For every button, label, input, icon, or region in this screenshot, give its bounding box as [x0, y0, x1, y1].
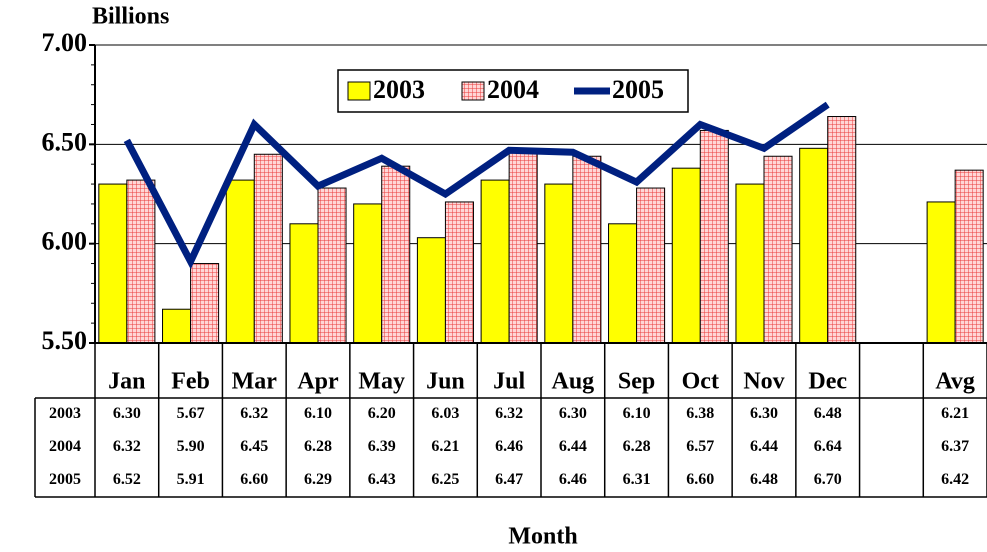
table-cell: 6.37	[941, 438, 969, 455]
table-cell: 6.03	[431, 405, 459, 422]
table-cell: 6.64	[814, 438, 842, 455]
x-tick-label: Jun	[426, 369, 465, 395]
bar	[253, 153, 283, 344]
table-cell: 6.30	[113, 405, 141, 422]
bar	[317, 187, 347, 344]
table-cell: 6.20	[368, 405, 396, 422]
bar	[544, 183, 574, 344]
x-tick-label: Apr	[297, 369, 339, 395]
table-cell: 6.48	[750, 471, 778, 488]
table-cell: 6.38	[686, 405, 714, 422]
table-cell: 6.60	[240, 471, 268, 488]
table-cell: 6.30	[750, 405, 778, 422]
x-tick-label: Aug	[552, 369, 595, 395]
bar	[763, 155, 793, 344]
x-tick-label: Mar	[232, 369, 278, 395]
table-cell: 6.52	[113, 471, 141, 488]
y-tick-label: 5.50	[42, 326, 88, 355]
table-cell: 6.44	[559, 438, 587, 455]
table-cell: 6.21	[941, 405, 969, 422]
bar	[954, 169, 984, 344]
x-tick-label: Avg	[935, 369, 975, 395]
bar	[98, 183, 128, 344]
bar	[671, 167, 701, 344]
bar	[926, 201, 956, 344]
table-cell: 6.32	[495, 405, 523, 422]
bar	[699, 129, 729, 344]
table-cell: 6.57	[686, 438, 714, 455]
bar	[416, 237, 446, 344]
table-cell: 6.29	[304, 471, 332, 488]
table-cell: 6.31	[623, 471, 651, 488]
table-cell: 6.10	[623, 405, 651, 422]
table-cell: 6.47	[495, 471, 523, 488]
y-tick-label: 6.00	[42, 227, 88, 256]
x-tick-label: Jan	[108, 369, 145, 395]
bar	[444, 201, 474, 344]
table-cell: 6.39	[368, 438, 396, 455]
x-tick-label: Sep	[618, 369, 655, 395]
legend-label: 2005	[612, 75, 664, 104]
legend-label: 2004	[487, 75, 539, 104]
row-header: 2004	[49, 438, 81, 455]
y-tick-label: 6.50	[42, 127, 88, 156]
table-cell: 6.32	[240, 405, 268, 422]
bar	[608, 223, 638, 344]
x-axis-label: Month	[508, 524, 577, 550]
x-tick-label: Feb	[171, 369, 210, 395]
bar	[190, 263, 220, 344]
bar	[289, 223, 319, 344]
table-cell: 5.91	[177, 471, 205, 488]
table-cell: 6.30	[559, 405, 587, 422]
table-cell: 6.28	[623, 438, 651, 455]
x-tick-label: May	[358, 369, 405, 395]
bar	[381, 165, 411, 344]
bar	[480, 179, 510, 344]
table-cell: 5.67	[177, 405, 205, 422]
bar	[735, 183, 765, 344]
table-cell: 5.90	[177, 438, 205, 455]
table-cell: 6.25	[431, 471, 459, 488]
row-header: 2003	[49, 405, 81, 422]
x-tick-label: Jul	[493, 369, 525, 395]
table-cell: 6.42	[941, 471, 969, 488]
table-cell: 6.60	[686, 471, 714, 488]
table-cell: 6.45	[240, 438, 268, 455]
bar	[508, 151, 538, 344]
table-cell: 6.43	[368, 471, 396, 488]
table-cell: 6.44	[750, 438, 778, 455]
y-axis-label: Billions	[92, 4, 169, 30]
bar	[827, 116, 857, 344]
table-cell: 6.48	[814, 405, 842, 422]
legend-swatch	[347, 81, 371, 101]
bar	[636, 187, 666, 344]
y-tick-label: 7.00	[42, 28, 88, 57]
row-header: 2005	[49, 471, 81, 488]
legend-box	[337, 69, 689, 113]
table-cell: 6.32	[113, 438, 141, 455]
legend-label: 2003	[373, 75, 425, 104]
bar	[225, 179, 255, 344]
table-cell: 6.28	[304, 438, 332, 455]
bar	[572, 155, 602, 344]
bar	[353, 203, 383, 344]
bar	[799, 147, 829, 344]
table-cell: 6.21	[431, 438, 459, 455]
x-tick-label: Dec	[808, 369, 847, 395]
table-cell: 6.70	[814, 471, 842, 488]
table-cell: 6.46	[559, 471, 587, 488]
bar	[126, 179, 156, 344]
legend-swatch	[461, 81, 485, 101]
x-tick-label: Nov	[743, 369, 784, 395]
bar	[162, 308, 192, 344]
table-cell: 6.10	[304, 405, 332, 422]
table-cell: 6.46	[495, 438, 523, 455]
x-tick-label: Oct	[682, 369, 719, 395]
